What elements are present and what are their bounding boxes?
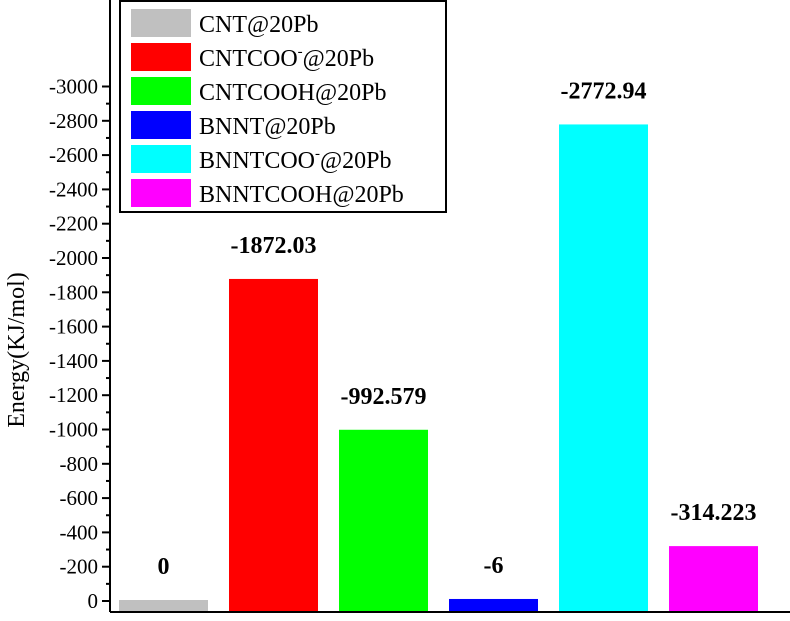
legend-label: BNNTCOO-@20Pb bbox=[199, 146, 391, 174]
legend-label: BNNT@20Pb bbox=[199, 114, 336, 140]
y-tick-label: 0 bbox=[88, 589, 99, 613]
y-tick-label: -2400 bbox=[49, 177, 98, 201]
y-tick-label: -1400 bbox=[49, 349, 98, 373]
y-tick-label: -200 bbox=[60, 555, 99, 579]
legend-label: BNNTCOOH@20Pb bbox=[199, 182, 404, 208]
bar-value-label: -992.579 bbox=[341, 384, 427, 410]
legend-label: CNT@20Pb bbox=[199, 12, 318, 38]
y-tick-label: -400 bbox=[60, 520, 99, 544]
y-tick-label: -2800 bbox=[49, 109, 98, 133]
bar bbox=[119, 600, 208, 612]
bar bbox=[339, 429, 428, 612]
data-labels: 0 -1872.03 -992.579 -6 -2772.94 -314.223 bbox=[158, 78, 757, 580]
bars bbox=[119, 124, 758, 612]
y-tick-label: -1800 bbox=[49, 280, 98, 304]
legend: CNT@20Pb CNTCOO-@20Pb CNTCOOH@20Pb BNNT@20P… bbox=[119, 0, 447, 213]
y-axis-ticks: 0 -200 -400 -600 -800 -1000 -1200 -1400 -1600 -18… bbox=[49, 75, 110, 613]
legend-swatch bbox=[131, 145, 191, 173]
y-tick-label: -2600 bbox=[49, 143, 98, 167]
legend-swatch bbox=[131, 9, 191, 37]
bar bbox=[449, 598, 538, 612]
bar-value-label: -1872.03 bbox=[231, 233, 317, 259]
y-tick-label: -1000 bbox=[49, 418, 98, 442]
y-tick-label: -1600 bbox=[49, 315, 98, 339]
legend-swatch bbox=[131, 77, 191, 105]
y-tick-label: -2200 bbox=[49, 212, 98, 236]
legend-label: CNTCOOH@20Pb bbox=[199, 80, 386, 106]
legend-swatch bbox=[131, 43, 191, 71]
y-tick-label: -3000 bbox=[49, 75, 98, 99]
legend-label: CNTCOO-@20Pb bbox=[199, 44, 374, 72]
bar-value-label: -2772.94 bbox=[561, 78, 647, 104]
y-tick-label: -600 bbox=[60, 486, 99, 510]
bar-value-label: 0 bbox=[158, 554, 170, 580]
y-tick-label: -2000 bbox=[49, 246, 98, 270]
bar-value-label: -314.223 bbox=[671, 500, 757, 526]
y-tick-label: -1200 bbox=[49, 383, 98, 407]
bar-value-label: -6 bbox=[484, 553, 504, 579]
bar bbox=[669, 546, 758, 612]
legend-swatch bbox=[131, 111, 191, 139]
y-tick-label: -800 bbox=[60, 452, 99, 476]
y-axis-title: Energy(KJ/mol) bbox=[4, 272, 30, 428]
bar bbox=[559, 124, 648, 612]
legend-swatch bbox=[131, 179, 191, 207]
bar bbox=[229, 278, 318, 612]
